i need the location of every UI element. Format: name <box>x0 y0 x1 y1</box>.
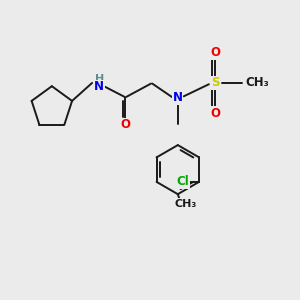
Text: O: O <box>210 46 220 59</box>
Text: O: O <box>210 107 220 120</box>
Text: S: S <box>211 76 220 89</box>
Text: CH₃: CH₃ <box>175 199 197 209</box>
Text: H: H <box>95 74 104 84</box>
Text: CH₃: CH₃ <box>245 76 268 89</box>
Text: Cl: Cl <box>176 176 189 188</box>
Text: N: N <box>94 80 104 93</box>
Text: N: N <box>173 91 183 104</box>
Text: O: O <box>121 118 130 131</box>
